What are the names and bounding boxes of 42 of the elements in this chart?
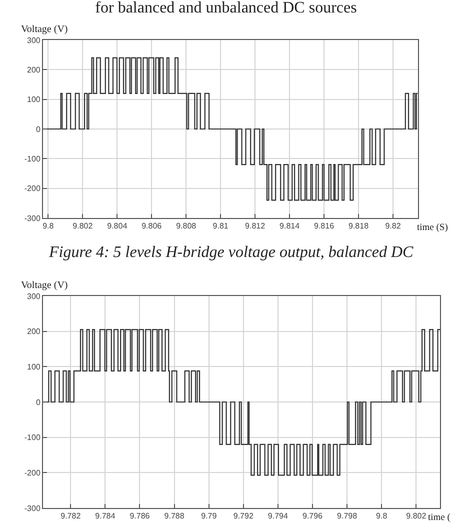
y-tick-label: -100 <box>24 154 41 164</box>
x-tick-label: 9.8 <box>42 222 54 231</box>
x-axis-title: time ( <box>428 513 450 523</box>
x-tick-label: 9.814 <box>280 222 300 231</box>
y-tick-label: -200 <box>24 184 41 194</box>
y-tick-label: 200 <box>27 327 41 336</box>
x-tick-label: 9.802 <box>406 512 427 521</box>
chart-title: for balanced and unbalanced DC sources <box>95 0 357 17</box>
x-tick-label: 9.796 <box>302 512 324 521</box>
x-tick-label: 9.786 <box>130 512 150 521</box>
y-tick-label: 300 <box>27 36 41 45</box>
x-tick-label: 9.812 <box>245 222 266 231</box>
x-axis-title: time (S) <box>417 223 448 233</box>
y-tick-label: 100 <box>27 95 41 104</box>
y-tick-label: -300 <box>24 504 41 513</box>
y-tick-label: 300 <box>27 292 41 301</box>
x-tick-label: 9.818 <box>348 222 370 231</box>
y-tick-label: -200 <box>24 468 41 478</box>
y-axis-title: Voltage (V) <box>21 24 68 35</box>
y-tick-label: 0 <box>36 124 41 134</box>
y-tick-label: 200 <box>27 65 41 74</box>
x-tick-label: 9.816 <box>314 222 335 231</box>
x-tick-label: 9.802 <box>72 222 94 231</box>
y-tick-label: -100 <box>24 433 41 442</box>
x-tick-label: 9.792 <box>233 512 254 521</box>
x-tick-label: 9.798 <box>337 512 358 521</box>
x-tick-label: 9.784 <box>95 512 116 521</box>
x-tick-label: 9.79 <box>201 512 218 521</box>
y-axis-title: Voltage (V) <box>21 280 68 291</box>
y-tick-label: 100 <box>27 362 41 372</box>
caption: Figure 4: 5 levels H-bridge voltage output, balanced DC <box>48 244 414 261</box>
x-tick-label: 9.788 <box>164 512 185 521</box>
x-tick-label: 9.808 <box>176 222 197 231</box>
x-tick-label: 9.806 <box>142 222 162 231</box>
x-tick-label: 9.8 <box>376 512 388 521</box>
x-tick-label: 9.81 <box>212 222 229 231</box>
y-tick-label: 0 <box>36 398 41 407</box>
x-tick-label: 9.804 <box>107 222 128 231</box>
x-tick-label: 9.782 <box>60 512 82 521</box>
x-tick-label: 9.794 <box>268 512 289 521</box>
x-tick-label: 9.82 <box>385 222 402 231</box>
y-tick-label: -300 <box>24 214 41 223</box>
